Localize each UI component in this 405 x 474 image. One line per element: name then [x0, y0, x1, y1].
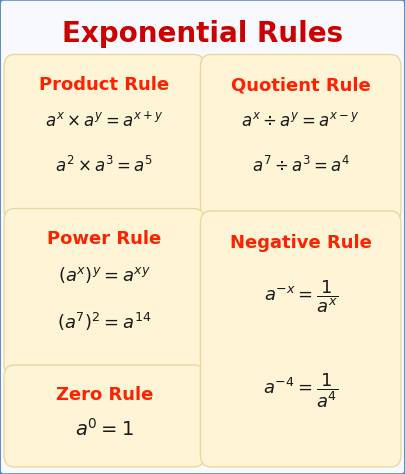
- Text: Quotient Rule: Quotient Rule: [231, 76, 371, 94]
- Text: Zero Rule: Zero Rule: [55, 386, 153, 404]
- FancyBboxPatch shape: [200, 55, 401, 223]
- Text: Product Rule: Product Rule: [39, 76, 169, 94]
- Text: $a^{0} = 1$: $a^{0} = 1$: [75, 418, 134, 440]
- Text: $a^{7} \div a^{3} = a^{4}$: $a^{7} \div a^{3} = a^{4}$: [252, 156, 350, 176]
- FancyBboxPatch shape: [4, 209, 205, 377]
- Text: Negative Rule: Negative Rule: [230, 234, 372, 252]
- Text: Power Rule: Power Rule: [47, 230, 162, 248]
- FancyBboxPatch shape: [4, 365, 205, 467]
- Text: $(a^{x})^{y} = a^{xy}$: $(a^{x})^{y} = a^{xy}$: [58, 265, 151, 285]
- Text: $(a^{7})^{2} = a^{14}$: $(a^{7})^{2} = a^{14}$: [57, 311, 151, 333]
- Text: $a^{-4} = \dfrac{1}{a^{4}}$: $a^{-4} = \dfrac{1}{a^{4}}$: [263, 372, 339, 410]
- FancyBboxPatch shape: [200, 211, 401, 467]
- Text: $a^{-x} = \dfrac{1}{a^{x}}$: $a^{-x} = \dfrac{1}{a^{x}}$: [264, 278, 338, 315]
- Text: Exponential Rules: Exponential Rules: [62, 20, 343, 48]
- Text: $a^{2} \times a^{3} = a^{5}$: $a^{2} \times a^{3} = a^{5}$: [55, 156, 153, 176]
- Text: $a^{x} \div a^{y} = a^{x-y}$: $a^{x} \div a^{y} = a^{x-y}$: [241, 112, 360, 130]
- Text: $a^{x} \times a^{y} = a^{x+y}$: $a^{x} \times a^{y} = a^{x+y}$: [45, 111, 164, 130]
- FancyBboxPatch shape: [4, 55, 205, 223]
